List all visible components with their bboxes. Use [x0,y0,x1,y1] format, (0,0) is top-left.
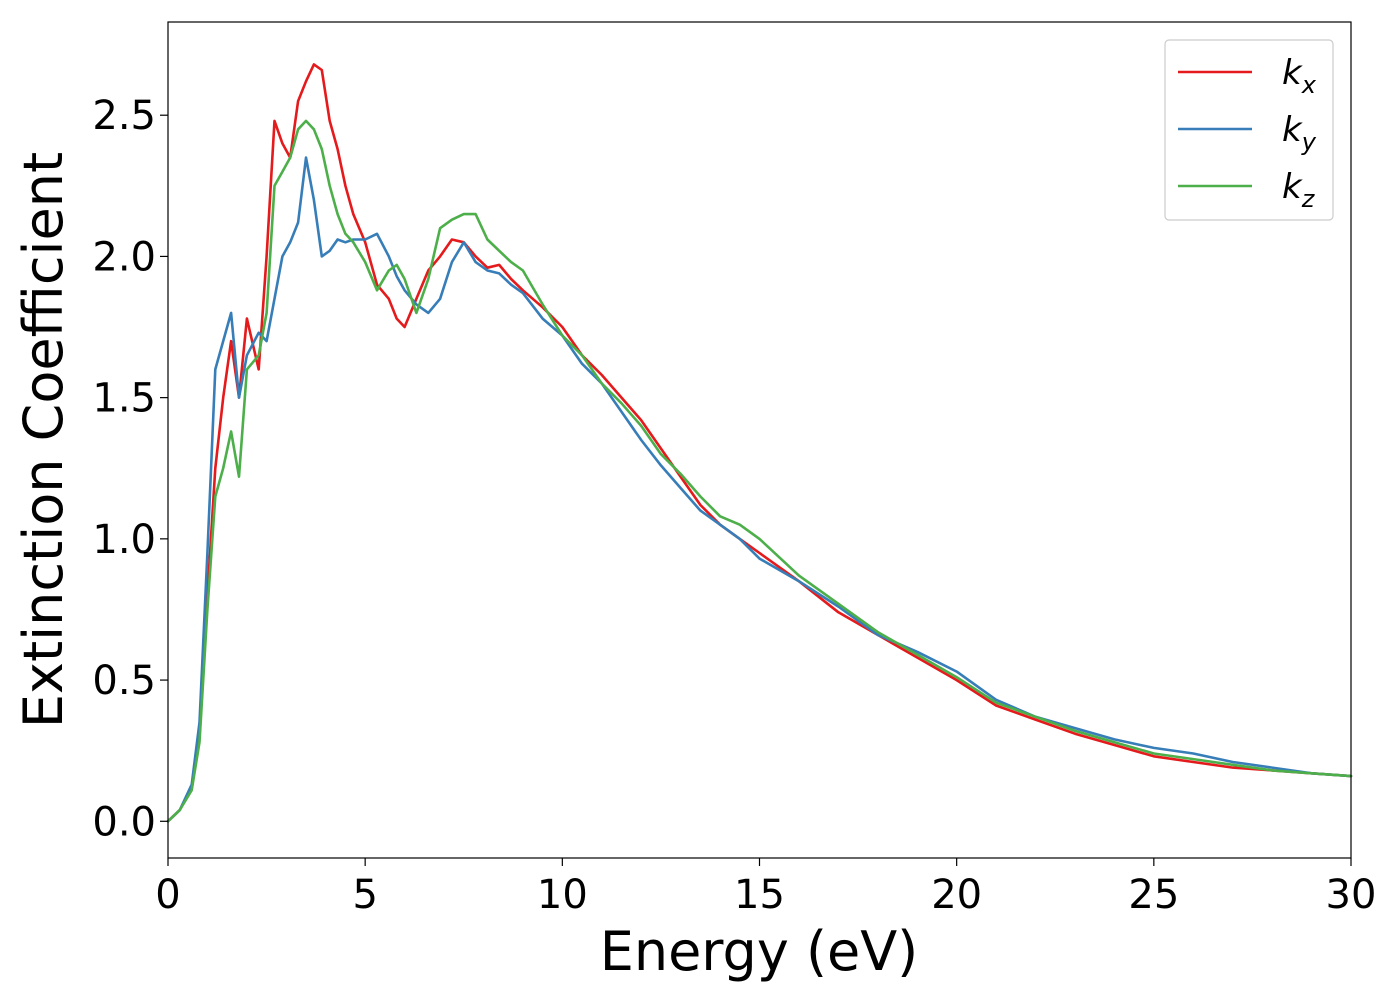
legend: kx ky kz [1164,39,1334,221]
legend-label: kx [1282,53,1317,99]
x-tick-label: 15 [734,872,785,918]
y-tick-label: 1.0 [92,517,156,563]
x-tick-label: 0 [155,872,180,918]
y-tick-label: 2.0 [92,234,156,280]
x-axis: 0 5 10 15 20 25 30 [155,858,1376,918]
x-axis-title: Energy (eV) [600,920,919,983]
y-axis: 0.0 0.5 1.0 1.5 2.0 2.5 [92,93,168,845]
x-tick-label: 10 [537,872,588,918]
legend-label: kz [1282,167,1316,213]
series-line-k-y [166,156,1353,823]
x-tick-label: 25 [1128,872,1179,918]
plot-lines [166,63,1353,823]
y-tick-label: 0.0 [92,799,156,845]
legend-label: ky [1282,110,1317,156]
y-tick-label: 0.5 [92,658,156,704]
x-tick-label: 30 [1326,872,1377,918]
series-line-k-z [166,119,1353,823]
x-tick-label: 20 [931,872,982,918]
y-axis-title: Extinction Coefficient [12,152,75,728]
x-tick-label: 5 [352,872,377,918]
y-tick-label: 1.5 [92,376,156,422]
y-tick-label: 2.5 [92,93,156,139]
